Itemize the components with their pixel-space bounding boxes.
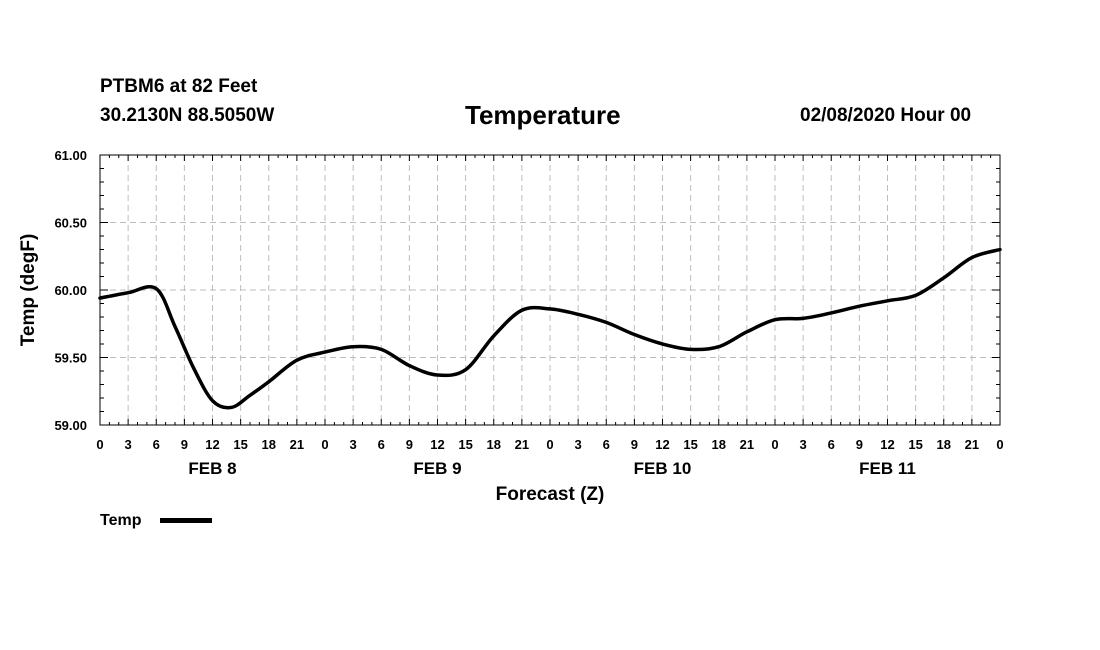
chart-title: Temperature xyxy=(465,100,621,130)
x-tick-label: 15 xyxy=(683,437,697,452)
x-tick-label: 21 xyxy=(740,437,754,452)
y-axis-title: Temp (degF) xyxy=(18,234,39,347)
x-tick-label: 21 xyxy=(290,437,304,452)
x-tick-label: 3 xyxy=(800,437,807,452)
x-tick-label: 6 xyxy=(603,437,610,452)
y-tick-label: 59.50 xyxy=(54,351,87,366)
x-tick-label: 0 xyxy=(546,437,553,452)
x-tick-label: 3 xyxy=(125,437,132,452)
y-tick-label: 61.00 xyxy=(54,148,87,163)
x-tick-label: 9 xyxy=(406,437,413,452)
x-tick-label: 21 xyxy=(515,437,529,452)
y-tick-label: 60.50 xyxy=(54,216,87,231)
day-label: FEB 9 xyxy=(413,459,461,478)
x-tick-label: 21 xyxy=(965,437,979,452)
x-tick-label: 6 xyxy=(828,437,835,452)
x-tick-label: 12 xyxy=(205,437,219,452)
x-tick-label: 0 xyxy=(321,437,328,452)
x-tick-label: 15 xyxy=(908,437,922,452)
x-tick-label: 0 xyxy=(96,437,103,452)
x-tick-label: 0 xyxy=(996,437,1003,452)
day-label: FEB 11 xyxy=(859,459,916,478)
x-tick-label: 18 xyxy=(487,437,501,452)
x-tick-label: 9 xyxy=(856,437,863,452)
x-tick-label: 18 xyxy=(712,437,726,452)
x-tick-label: 12 xyxy=(430,437,444,452)
station-name: PTBM6 at 82 Feet xyxy=(100,76,258,97)
x-tick-label: 9 xyxy=(181,437,188,452)
grid-lines xyxy=(100,155,1000,425)
x-tick-label: 3 xyxy=(350,437,357,452)
series-layer xyxy=(98,247,1002,410)
x-tick-label: 15 xyxy=(458,437,472,452)
y-tick-label: 60.00 xyxy=(54,283,87,298)
day-label: FEB 8 xyxy=(188,459,236,478)
x-tick-label: 3 xyxy=(575,437,582,452)
day-label: FEB 10 xyxy=(634,459,692,478)
x-tick-label: 18 xyxy=(937,437,951,452)
x-tick-label: 12 xyxy=(655,437,669,452)
x-tick-label: 9 xyxy=(631,437,638,452)
x-tick-label: 0 xyxy=(771,437,778,452)
legend: Temp xyxy=(100,512,212,529)
series-line-temp xyxy=(98,247,1002,410)
x-axis-title: Forecast (Z) xyxy=(496,484,605,505)
x-tick-label: 6 xyxy=(378,437,385,452)
y-tick-label: 59.00 xyxy=(54,418,87,433)
legend-label: Temp xyxy=(100,512,142,529)
x-tick-label: 12 xyxy=(880,437,894,452)
x-tick-label: 18 xyxy=(262,437,276,452)
axis-labels: 0 3 6 9 12 15 18 21 0 3 6 9 12 15 18 21 0 3 6 9 12 15 18 21 0 3 6 9… xyxy=(54,148,1003,478)
run-time: 02/08/2020 Hour 00 xyxy=(800,105,972,126)
x-tick-label: 15 xyxy=(233,437,247,452)
station-coords: 30.2130N 88.5050W xyxy=(100,105,275,126)
plot-frame xyxy=(99,154,1001,426)
x-tick-label: 6 xyxy=(153,437,160,452)
